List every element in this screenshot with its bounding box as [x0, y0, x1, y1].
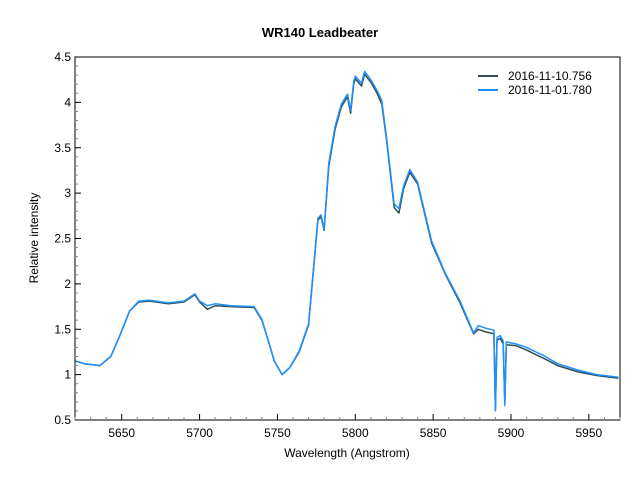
- y-tick-label: 4.5: [54, 50, 71, 64]
- series-line-2: [75, 70, 619, 412]
- x-tick-label: 5750: [264, 426, 291, 440]
- legend-label-series-2: 2016-11-01.780: [508, 83, 592, 97]
- y-tick-label: 1: [64, 368, 71, 382]
- plot-area-frame: [74, 56, 621, 421]
- y-tick-label: 3.5: [54, 141, 71, 155]
- y-tick-label: 2.5: [54, 232, 71, 246]
- y-tick-label: 1.5: [54, 322, 71, 336]
- y-axis: 0.5 1 1.5 2 2.5 3 3.5 4 4.5: [54, 50, 81, 427]
- chart-title: WR140 Leadbeater: [262, 25, 378, 40]
- x-tick-label: 5650: [108, 426, 135, 440]
- y-axis-label: Relative intensity: [27, 193, 41, 284]
- series-layer: [75, 70, 619, 412]
- x-tick-label: 5900: [498, 426, 525, 440]
- x-axis-label: Wavelength (Angstrom): [284, 446, 410, 460]
- x-tick-label: 5850: [420, 426, 447, 440]
- y-tick-label: 3: [64, 186, 71, 200]
- legend: 2016-11-10.756 2016-11-01.780: [478, 69, 592, 97]
- y-tick-label: 2: [64, 277, 71, 291]
- x-axis: 5650 5700 5750 5800 5850 5900 5950: [74, 414, 621, 440]
- y-tick-label: 4: [64, 95, 71, 109]
- x-tick-label: 5950: [576, 426, 603, 440]
- series-line-1: [75, 73, 619, 410]
- y-tick-label: 0.5: [54, 413, 71, 427]
- x-tick-label: 5700: [186, 426, 213, 440]
- legend-label-series-1: 2016-11-10.756: [508, 69, 592, 83]
- x-tick-label: 5800: [342, 426, 369, 440]
